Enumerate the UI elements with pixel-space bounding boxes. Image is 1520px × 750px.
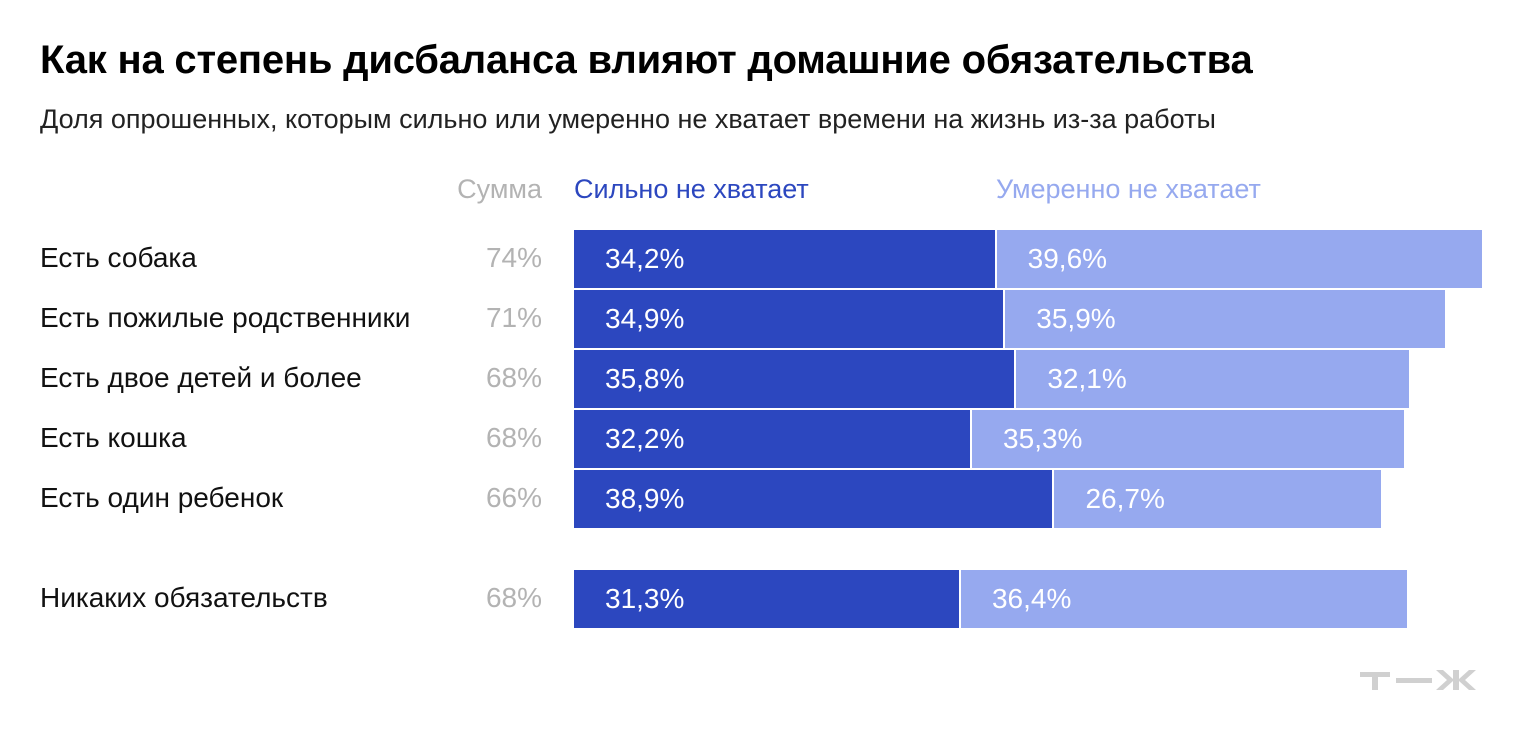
category-label: Есть собака: [40, 242, 197, 273]
bar-value-label: 38,9%: [605, 483, 685, 514]
legend-strong: Сильно не хватает: [574, 174, 809, 204]
bar-strong-segment: 35,8%: [574, 350, 1015, 408]
total-value: 66%: [485, 482, 542, 513]
bar-strong-segment: 34,9%: [574, 290, 1004, 348]
category-label: Никаких обязательств: [40, 582, 328, 613]
sum-column-header: Сумма: [457, 174, 542, 204]
bar-moderate-segment: 36,4%: [958, 570, 1407, 628]
bar-value-label: 34,2%: [605, 243, 685, 274]
bar-value-label: 32,1%: [1047, 363, 1127, 394]
chart-subtitle: Доля опрошенных, которым сильно или умер…: [40, 104, 1216, 134]
bar-moderate-segment: 35,9%: [1003, 290, 1445, 348]
bar-strong-segment: 32,2%: [574, 410, 971, 468]
bar-value-label: 26,7%: [1085, 483, 1165, 514]
total-value: 74%: [485, 242, 542, 273]
bar-strong-segment: 34,2%: [574, 230, 995, 288]
bar-moderate-segment: 32,1%: [1014, 350, 1410, 408]
total-value: 68%: [485, 422, 542, 453]
bar-value-label: 32,2%: [605, 423, 685, 454]
bar-value-label: 35,9%: [1036, 303, 1116, 334]
bar-value-label: 35,8%: [605, 363, 685, 394]
bar-value-label: 39,6%: [1027, 243, 1108, 274]
bar-value-label: 36,4%: [991, 583, 1072, 614]
bar-moderate-segment: 35,3%: [970, 410, 1405, 468]
bar-moderate-segment: 39,6%: [994, 230, 1482, 288]
total-value: 68%: [485, 582, 542, 613]
category-label: Есть двое детей и более: [40, 362, 362, 393]
total-value: 71%: [485, 302, 542, 333]
bar-value-label: 34,9%: [605, 303, 685, 334]
bar-strong-segment: 31,3%: [574, 570, 959, 628]
bar-value-label: 31,3%: [605, 583, 685, 614]
bar-value-label: 35,3%: [1003, 423, 1083, 454]
category-label: Есть один ребенок: [40, 482, 284, 513]
category-label: Есть пожилые родственники: [40, 302, 411, 333]
tzh-logo-icon: [1360, 670, 1476, 690]
bar-strong-segment: 38,9%: [574, 470, 1053, 528]
bar-moderate-segment: 26,7%: [1052, 470, 1381, 528]
legend-moderate: Умеренно не хватает: [996, 174, 1261, 204]
chart-title: Как на степень дисбаланса влияют домашни…: [40, 38, 1253, 82]
category-label: Есть кошка: [40, 422, 187, 453]
total-value: 68%: [485, 362, 542, 393]
